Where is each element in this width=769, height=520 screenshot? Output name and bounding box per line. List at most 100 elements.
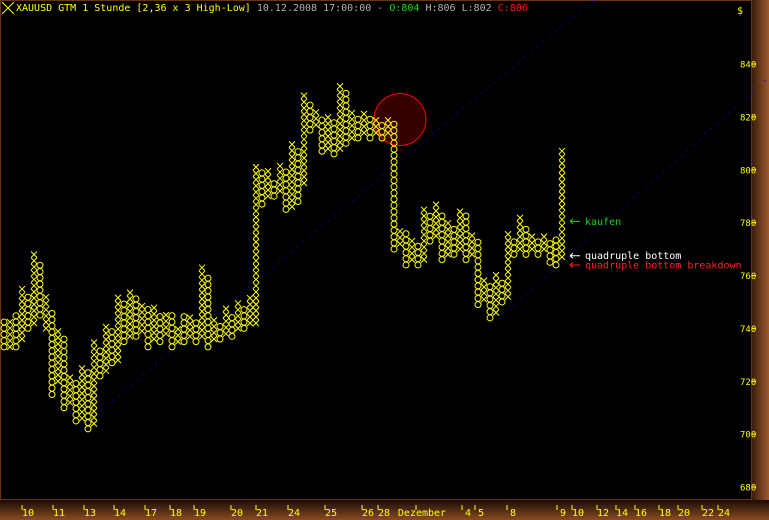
x-box (300, 117, 308, 124)
o-box (180, 338, 188, 346)
o-box (72, 398, 80, 406)
x-box (348, 109, 356, 117)
x-tick-label: 12 (597, 508, 609, 519)
o-box (144, 343, 152, 351)
x-tick-label: 24 (288, 508, 300, 519)
x-box (492, 296, 500, 304)
x-box (222, 305, 230, 313)
arrow-left-icon (569, 262, 580, 268)
x-box (444, 232, 452, 240)
o-box (156, 338, 164, 346)
x-column (384, 116, 392, 137)
x-box (300, 167, 308, 174)
x-box (252, 313, 260, 321)
o-box (108, 353, 116, 361)
o-box (330, 131, 338, 139)
x-box (138, 327, 146, 335)
x-box (198, 332, 206, 340)
o-box (192, 338, 200, 346)
x-box (30, 251, 38, 258)
x-box (66, 386, 74, 394)
x-box (102, 323, 110, 331)
x-box (102, 367, 110, 375)
x-tick-label: 10 (22, 508, 34, 519)
o-box (474, 244, 482, 252)
x-box (432, 213, 440, 221)
o-box (318, 135, 326, 143)
x-box (444, 238, 452, 246)
x-box (222, 330, 230, 338)
o-box (534, 238, 542, 246)
x-box (336, 139, 344, 146)
x-column (456, 208, 464, 253)
x-box (288, 197, 296, 204)
o-box (240, 306, 248, 314)
annotation: quadruple bottom breakdown (569, 260, 742, 271)
x-box (138, 308, 146, 316)
x-box (18, 335, 26, 343)
x-column (492, 271, 500, 316)
o-box (204, 318, 212, 326)
o-box (204, 281, 212, 289)
x-box (252, 170, 260, 177)
x-box (420, 218, 428, 226)
o-box (462, 237, 470, 245)
x-box (78, 389, 86, 397)
x-tick-label: 18 (170, 508, 182, 519)
x-box (372, 116, 380, 124)
o-box (270, 180, 278, 188)
low-value: L:802 (461, 3, 492, 14)
o-box (390, 170, 398, 178)
o-box (318, 129, 326, 137)
o-box (60, 366, 68, 374)
x-box (252, 269, 260, 277)
o-box (342, 127, 350, 135)
x-box (126, 289, 134, 297)
o-box (228, 326, 236, 334)
o-box (522, 225, 530, 233)
o-box (0, 337, 8, 345)
o-box (258, 175, 266, 183)
o-box (390, 239, 398, 247)
o-box (534, 250, 542, 258)
x-column (54, 328, 62, 385)
x-box (126, 332, 134, 340)
o-box (330, 150, 338, 158)
o-box (204, 305, 212, 313)
o-column (354, 115, 362, 142)
o-box (510, 244, 518, 252)
x-box (150, 316, 158, 324)
x-box (516, 233, 524, 240)
o-column (534, 238, 542, 258)
x-box (150, 310, 158, 318)
x-box (288, 153, 296, 161)
o-box (474, 282, 482, 290)
o-box (240, 324, 248, 332)
o-box (204, 293, 212, 301)
x-box (312, 121, 320, 129)
o-box (156, 319, 164, 327)
x-box (54, 377, 62, 385)
x-box (114, 325, 122, 333)
x-box (78, 371, 86, 378)
x-box (42, 306, 50, 314)
x-box (300, 142, 308, 149)
x-box (300, 173, 308, 181)
o-box (342, 108, 350, 116)
x-box (324, 132, 332, 140)
x-box (252, 263, 260, 271)
x-box (162, 317, 170, 325)
x-box (102, 361, 110, 368)
x-box (252, 226, 260, 233)
o-box (192, 325, 200, 333)
o-box (84, 394, 92, 402)
o-box (474, 288, 482, 296)
o-column (204, 274, 212, 351)
x-tick-label: 14 (114, 508, 126, 519)
x-box (336, 95, 344, 103)
x-column (276, 162, 284, 195)
o-box (192, 319, 200, 327)
x-box (336, 107, 344, 115)
o-box (84, 406, 92, 414)
